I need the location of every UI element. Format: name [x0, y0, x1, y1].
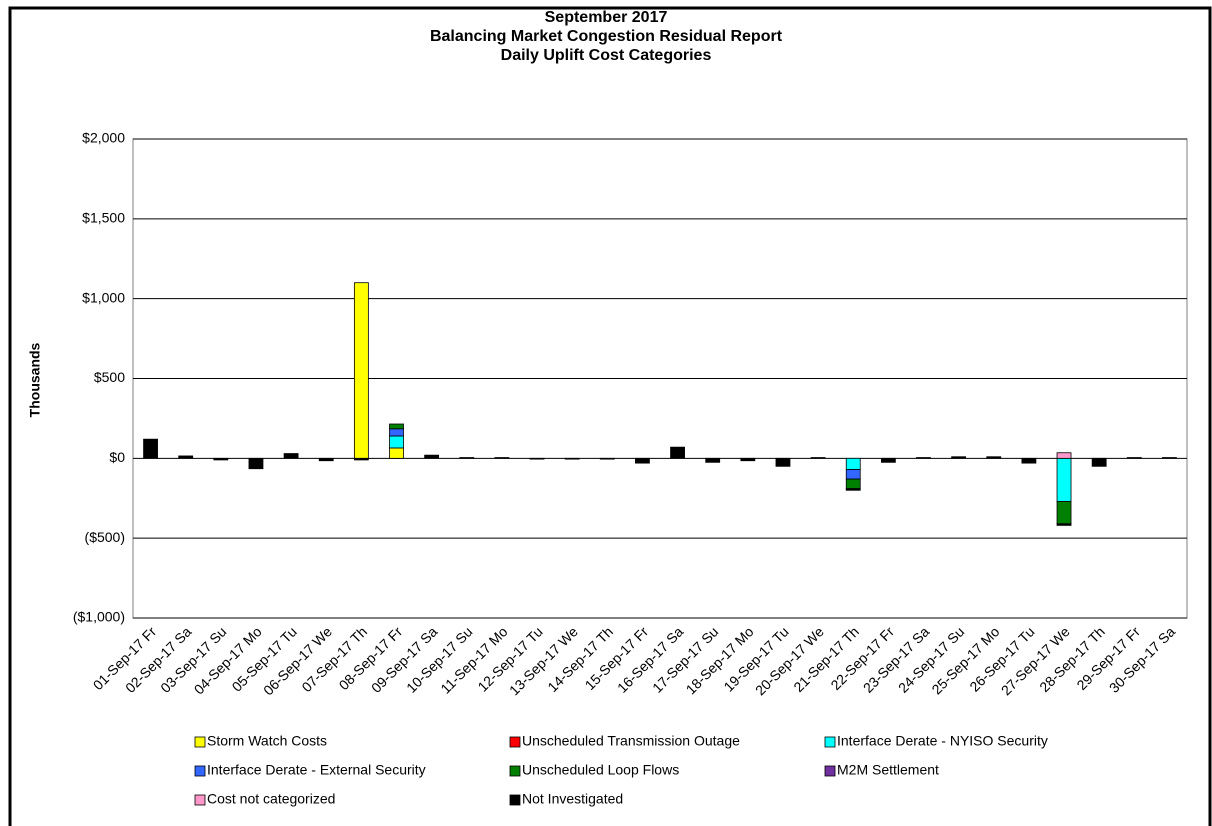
bar-segment [389, 447, 404, 459]
bar-segment [178, 455, 194, 459]
bar-segment [1126, 457, 1142, 459]
legend-label: Storm Watch Costs [207, 733, 327, 749]
chart-title: Balancing Market Congestion Residual Rep… [430, 28, 783, 45]
bar-segment [424, 454, 440, 459]
bar-segment [845, 457, 861, 470]
legend-label: M2M Settlement [837, 762, 939, 778]
legend-label: Interface Derate - External Security [207, 762, 426, 778]
bar-segment [248, 457, 264, 470]
bar-segment [845, 469, 861, 480]
legend-swatch [509, 736, 521, 748]
bar-segment [353, 457, 369, 461]
bar-segment [775, 457, 791, 467]
bar-segment [283, 453, 299, 459]
legend-swatch [194, 794, 206, 806]
legend-label: Interface Derate - NYISO Security [837, 733, 1048, 749]
y-tick-label: $500 [94, 369, 125, 385]
legend-swatch [824, 765, 836, 777]
legend-swatch [509, 794, 521, 806]
chart-title: Daily Uplift Cost Categories [501, 47, 712, 64]
bar-segment [213, 457, 229, 461]
bar-segment [740, 457, 756, 462]
legend-label: Unscheduled Transmission Outage [522, 733, 740, 749]
bar-segment [845, 478, 861, 490]
bar-segment [705, 457, 721, 463]
legend-label: Unscheduled Loop Flows [522, 762, 679, 778]
bar-segment [318, 457, 334, 462]
y-tick-label: ($1,000) [73, 609, 125, 625]
bar-segment [1091, 457, 1107, 467]
bar-segment [389, 428, 404, 437]
bar-segment [880, 457, 896, 463]
chart-title: September 2017 [545, 9, 668, 26]
bar-segment [1056, 501, 1072, 525]
bar-segment [494, 457, 510, 459]
legend-label: Not Investigated [522, 791, 623, 807]
bar-segment [1021, 457, 1037, 464]
bar-segment [635, 457, 650, 464]
bar-segment [389, 423, 404, 430]
y-tick-label: $1,000 [82, 289, 125, 305]
bar-segment [1056, 523, 1072, 526]
bar-segment [389, 435, 404, 449]
bar-segment [916, 457, 931, 459]
y-tick-label: ($500) [85, 529, 125, 545]
bar-segment [459, 457, 475, 459]
y-tick-label: $2,000 [82, 130, 125, 146]
y-tick-label: $1,500 [82, 210, 125, 226]
bar-segment [1056, 452, 1072, 459]
bar-segment [1056, 457, 1072, 502]
bar-segment [1162, 457, 1177, 459]
bar-segment [845, 488, 861, 491]
legend-swatch [194, 765, 206, 777]
bar-segment [353, 282, 369, 459]
legend-label: Cost not categorized [207, 791, 335, 807]
bar-segment [599, 457, 615, 460]
bar-segment [670, 446, 685, 459]
bar-segment [986, 456, 1002, 459]
bar-segment [564, 457, 580, 460]
y-axis-label: Thousands [27, 342, 43, 417]
bar-segment [810, 457, 826, 459]
legend-swatch [194, 736, 206, 748]
bar-segment [143, 438, 158, 459]
bar-segment [529, 457, 545, 460]
y-tick-label: $0 [109, 449, 125, 465]
bar-segment [951, 456, 967, 459]
legend-swatch [824, 736, 836, 748]
legend-swatch [509, 765, 521, 777]
